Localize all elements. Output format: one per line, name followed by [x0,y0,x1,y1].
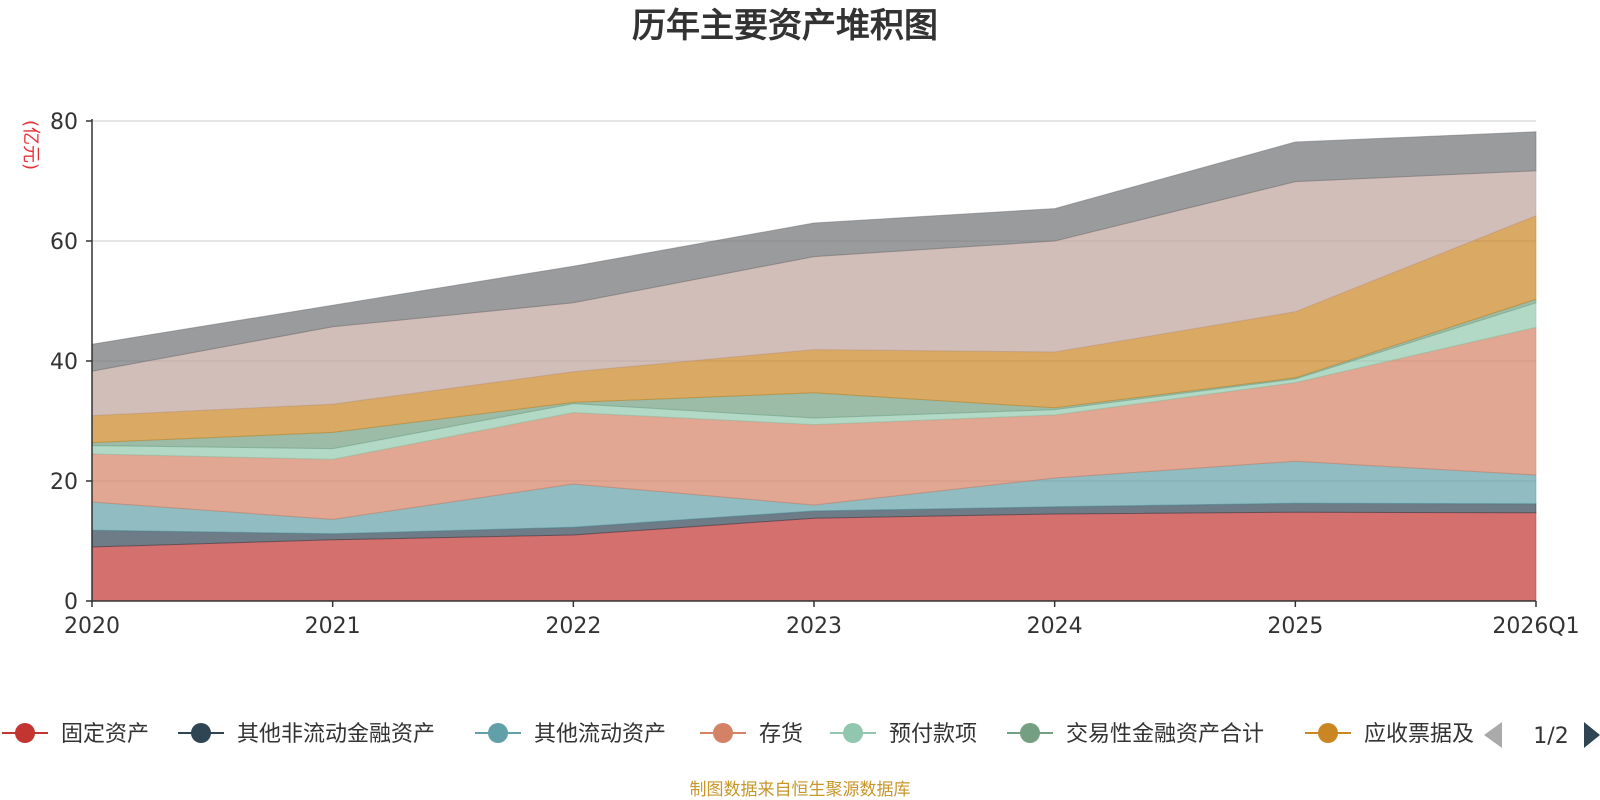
x-tick-label: 2023 [786,614,842,639]
legend-item[interactable]: 应收票据及 [1305,722,1474,747]
legend-label: 其他流动资产 [534,722,666,747]
x-tick-label: 2020 [64,614,120,639]
legend[interactable]: 固定资产 其他非流动金融资产 其他流动资产 存货 预付款项 交易性金融资产合计 应收票据及 1… [2,722,1600,749]
legend-label: 其他非流动金融资产 [237,722,435,747]
legend-circle-icon [15,723,35,743]
legend-circle-icon [1318,723,1338,743]
legend-prev-icon[interactable] [1484,722,1502,748]
legend-item[interactable]: 其他流动资产 [475,722,666,747]
area-layer [91,131,1537,602]
legend-pager: 1/2 [1484,722,1600,749]
legend-item[interactable]: 交易性金融资产合计 [1007,722,1264,747]
y-tick-label: 60 [50,230,78,255]
x-tick-label: 2021 [305,614,361,639]
y-tick-label: 80 [50,110,78,135]
source-note: 制图数据来自恒生聚源数据库 [690,780,911,800]
chart-title: 历年主要资产堆积图 [632,6,938,46]
y-tick-label: 0 [64,590,78,615]
legend-circle-icon [843,723,863,743]
legend-circle-icon [1020,723,1040,743]
y-axis-unit-label: (亿元) [20,120,41,170]
area-series-8[interactable] [91,131,1537,372]
legend-circle-icon [488,723,508,743]
legend-circle-icon [713,723,733,743]
legend-label: 存货 [759,722,803,747]
x-tick-label: 2022 [545,614,601,639]
y-tick-label: 20 [50,470,78,495]
x-tick-label: 2024 [1027,614,1083,639]
legend-item[interactable]: 其他非流动金融资产 [178,722,435,747]
legend-next-icon[interactable] [1584,722,1600,748]
legend-item[interactable]: 预付款项 [830,722,977,747]
legend-label: 固定资产 [61,722,149,747]
x-tick-label: 2026Q1 [1492,614,1579,639]
y-tick-label: 40 [50,350,78,375]
legend-page-indicator: 1/2 [1533,724,1568,749]
x-tick-label: 2025 [1267,614,1323,639]
legend-label: 交易性金融资产合计 [1066,722,1264,747]
legend-circle-icon [191,723,211,743]
axis-layer: 0 20 40 60 80 2020 2021 2022 2023 2024 2025 2026Q1 [50,110,1580,639]
legend-item[interactable]: 固定资产 [2,722,149,747]
legend-label: 预付款项 [889,722,977,747]
legend-item[interactable]: 存货 [700,722,803,747]
legend-label: 应收票据及 [1364,722,1474,747]
